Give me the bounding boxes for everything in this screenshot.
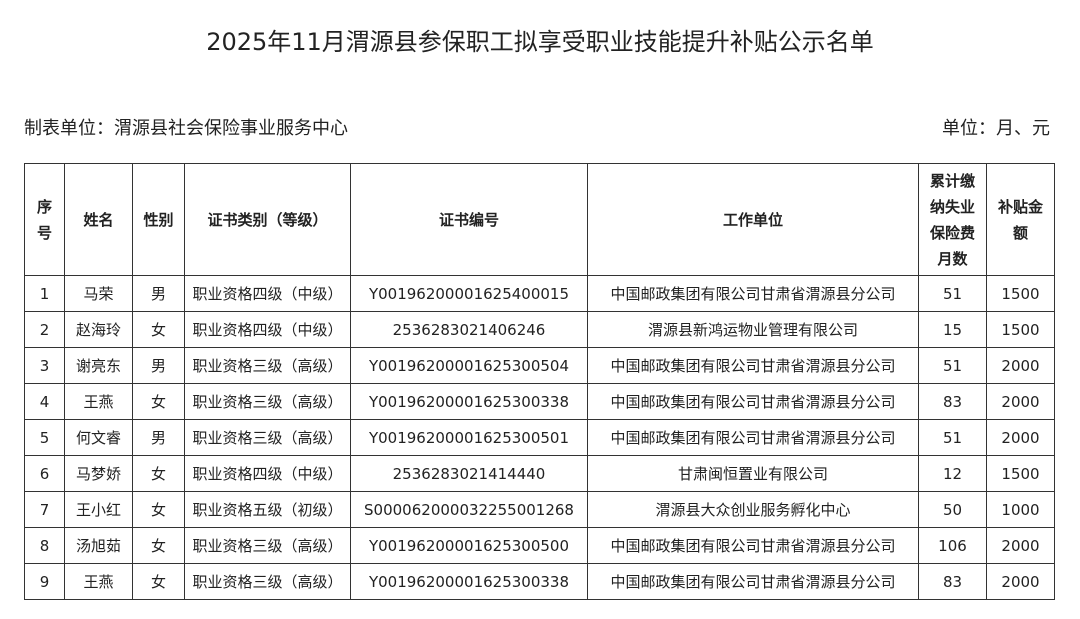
cell-cert-type: 职业资格三级（高级） [184, 527, 351, 564]
cell-name: 何文睿 [64, 419, 133, 456]
cell-cert-number: Y00196200001625300338 [350, 563, 588, 600]
cell-seq: 7 [24, 491, 65, 528]
cell-cert-number: Y00196200001625300504 [350, 347, 588, 384]
cell-cert-number: S000062000032255001268 [350, 491, 588, 528]
cell-seq: 6 [24, 455, 65, 492]
cell-name: 王小红 [64, 491, 133, 528]
table-row: 6 马梦娇女职业资格四级（中级） 2536283021414440 甘肃闽恒置业有限公… [24, 455, 1055, 492]
cell-cert-number: Y00196200001625400015 [350, 275, 588, 312]
table-row: 7 王小红女职业资格五级（初级） S000062000032255001268 渭源县… [24, 491, 1055, 528]
cell-employer: 中国邮政集团有限公司甘肃省渭源县分公司 [587, 347, 919, 384]
cell-seq: 8 [24, 527, 65, 564]
cell-amount: 1500 [986, 311, 1055, 348]
issuing-organization: 制表单位：渭源县社会保险事业服务中心 [24, 118, 348, 139]
cell-months: 15 [918, 311, 987, 348]
cell-cert-number: Y00196200001625300501 [350, 419, 588, 456]
cell-cert-type: 职业资格三级（高级） [184, 419, 351, 456]
cell-gender: 男 [132, 275, 185, 312]
cell-seq: 3 [24, 347, 65, 384]
cell-employer: 渭源县新鸿运物业管理有限公司 [587, 311, 919, 348]
cell-months: 51 [918, 347, 987, 384]
cell-seq: 5 [24, 419, 65, 456]
header-col-name: 姓名 [64, 163, 133, 276]
table-row: 9 王燕女职业资格三级（高级） Y00196200001625300338 中国邮政集… [24, 563, 1055, 600]
cell-amount: 2000 [986, 419, 1055, 456]
cell-gender: 女 [132, 527, 185, 564]
cell-cert-type: 职业资格四级（中级） [184, 311, 351, 348]
cell-months: 12 [918, 455, 987, 492]
cell-employer: 中国邮政集团有限公司甘肃省渭源县分公司 [587, 383, 919, 420]
cell-cert-type: 职业资格三级（高级） [184, 383, 351, 420]
cell-cert-type: 职业资格五级（初级） [184, 491, 351, 528]
header-col-employer: 工作单位 [587, 163, 919, 276]
cell-cert-type: 职业资格三级（高级） [184, 563, 351, 600]
table-row: 2 赵海玲女职业资格四级（中级） 2536283021406246 渭源县新鸿运物业管… [24, 311, 1055, 348]
unit-label: 单位：月、元 [942, 118, 1050, 139]
cell-amount: 2000 [986, 383, 1055, 420]
page-title: 2025年11月渭源县参保职工拟享受职业技能提升补贴公示名单 [206, 28, 874, 56]
table-row: 4 王燕女职业资格三级（高级） Y00196200001625300338 中国邮政集… [24, 383, 1055, 420]
cell-gender: 女 [132, 383, 185, 420]
cell-cert-type: 职业资格三级（高级） [184, 347, 351, 384]
cell-months: 83 [918, 383, 987, 420]
table-header-row: 序号 姓名 性别 证书类别（等级） 证书编号 工作单位 累计缴纳失业保险费月数 补贴金额 [24, 163, 1055, 276]
table-row: 5 何文睿男职业资格三级（高级） Y00196200001625300501 中国邮政… [24, 419, 1055, 456]
cell-seq: 9 [24, 563, 65, 600]
cell-seq: 4 [24, 383, 65, 420]
cell-months: 83 [918, 563, 987, 600]
cell-name: 马梦娇 [64, 455, 133, 492]
cell-cert-number: 2536283021406246 [350, 311, 588, 348]
cell-name: 王燕 [64, 383, 133, 420]
table-row: 8 汤旭茹女职业资格三级（高级） Y00196200001625300500 中国邮政… [24, 527, 1055, 564]
cell-gender: 女 [132, 455, 185, 492]
cell-employer: 渭源县大众创业服务孵化中心 [587, 491, 919, 528]
header-col-cert-type: 证书类别（等级） [184, 163, 351, 276]
cell-cert-type: 职业资格四级（中级） [184, 455, 351, 492]
cell-amount: 2000 [986, 563, 1055, 600]
table-row: 1 马荣男职业资格四级（中级） Y00196200001625400015 中国邮政集… [24, 275, 1055, 312]
table-row: 3 谢亮东男职业资格三级（高级） Y00196200001625300504 中国邮政… [24, 347, 1055, 384]
header-col-months: 累计缴纳失业保险费月数 [918, 163, 987, 276]
cell-name: 赵海玲 [64, 311, 133, 348]
cell-cert-number: Y00196200001625300500 [350, 527, 588, 564]
cell-employer: 甘肃闽恒置业有限公司 [587, 455, 919, 492]
cell-months: 51 [918, 275, 987, 312]
cell-gender: 男 [132, 347, 185, 384]
cell-months: 106 [918, 527, 987, 564]
cell-months: 50 [918, 491, 987, 528]
cell-gender: 女 [132, 311, 185, 348]
cell-cert-number: 2536283021414440 [350, 455, 588, 492]
header-col-seq: 序号 [24, 163, 65, 276]
cell-cert-number: Y00196200001625300338 [350, 383, 588, 420]
cell-months: 51 [918, 419, 987, 456]
cell-name: 马荣 [64, 275, 133, 312]
cell-gender: 女 [132, 563, 185, 600]
header-col-amount: 补贴金额 [986, 163, 1055, 276]
cell-name: 汤旭茹 [64, 527, 133, 564]
cell-gender: 男 [132, 419, 185, 456]
cell-employer: 中国邮政集团有限公司甘肃省渭源县分公司 [587, 275, 919, 312]
cell-cert-type: 职业资格四级（中级） [184, 275, 351, 312]
cell-seq: 1 [24, 275, 65, 312]
cell-amount: 2000 [986, 527, 1055, 564]
cell-amount: 2000 [986, 347, 1055, 384]
cell-name: 谢亮东 [64, 347, 133, 384]
cell-seq: 2 [24, 311, 65, 348]
cell-gender: 女 [132, 491, 185, 528]
header-col-gender: 性别 [132, 163, 185, 276]
cell-employer: 中国邮政集团有限公司甘肃省渭源县分公司 [587, 563, 919, 600]
cell-amount: 1000 [986, 491, 1055, 528]
header-col-cert-number: 证书编号 [350, 163, 588, 276]
cell-employer: 中国邮政集团有限公司甘肃省渭源县分公司 [587, 419, 919, 456]
cell-name: 王燕 [64, 563, 133, 600]
cell-amount: 1500 [986, 275, 1055, 312]
cell-amount: 1500 [986, 455, 1055, 492]
cell-employer: 中国邮政集团有限公司甘肃省渭源县分公司 [587, 527, 919, 564]
